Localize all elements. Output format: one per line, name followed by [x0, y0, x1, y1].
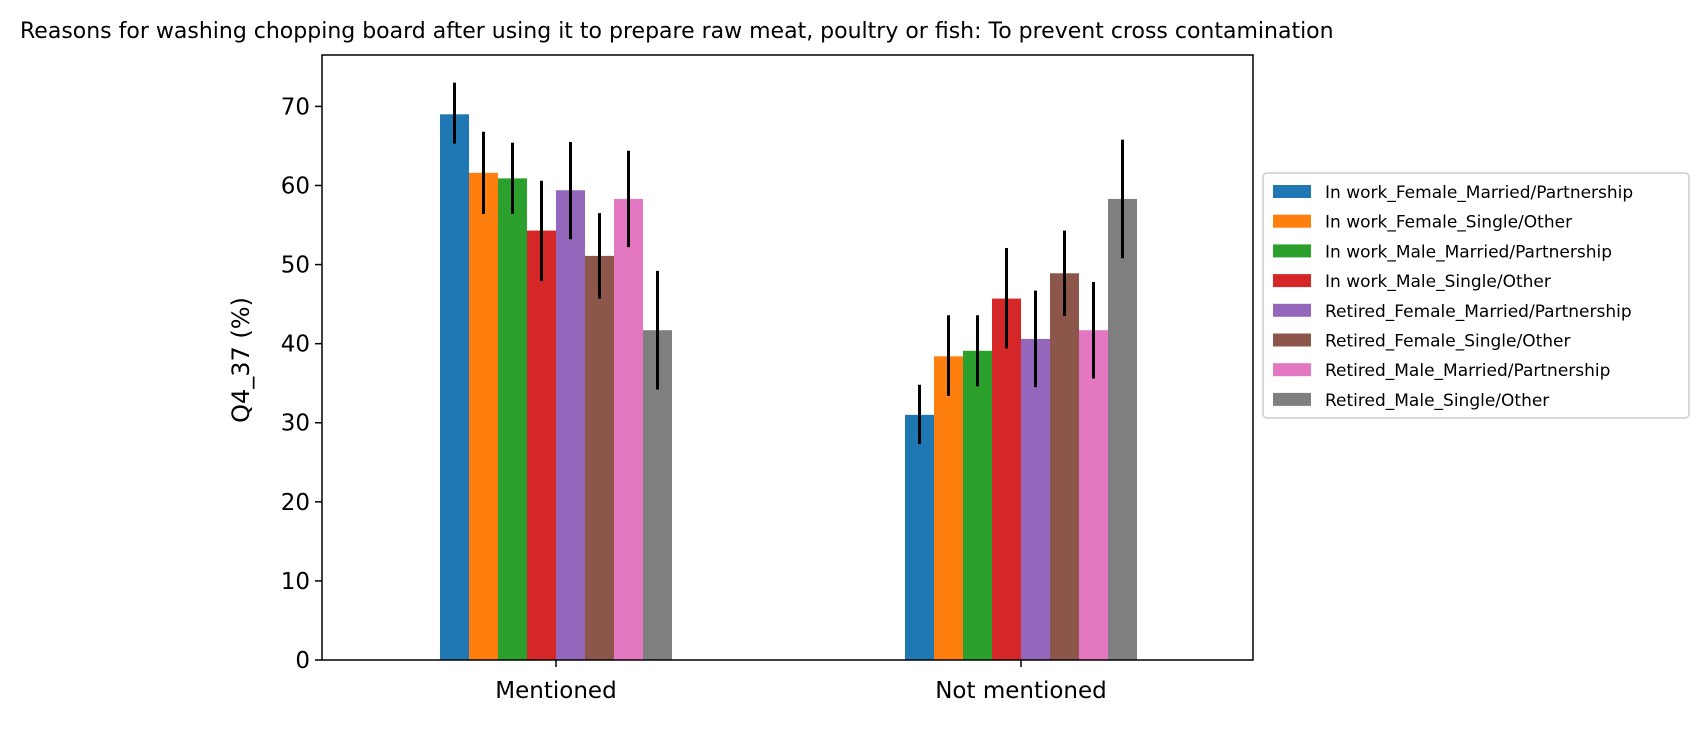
y-tick-label: 50	[281, 253, 310, 279]
legend-label: In work_Female_Married/Partnership	[1325, 183, 1633, 203]
bar	[1021, 338, 1050, 660]
y-tick-label: 10	[281, 569, 310, 595]
legend-swatch	[1273, 333, 1311, 347]
legend-swatch	[1273, 363, 1311, 377]
bar	[963, 350, 992, 660]
legend-label: In work_Female_Single/Other	[1325, 213, 1572, 233]
x-tick-label: Not mentioned	[935, 678, 1107, 704]
y-tick-label: 20	[281, 490, 310, 516]
legend-swatch	[1273, 214, 1311, 228]
bar	[1108, 198, 1137, 661]
bar	[934, 356, 963, 660]
legend-label: Retired_Female_Married/Partnership	[1325, 302, 1632, 322]
bar	[585, 255, 614, 660]
bar	[556, 190, 585, 660]
y-tick-label: 70	[281, 94, 310, 120]
bar	[1079, 330, 1108, 660]
x-tick-label: Mentioned	[495, 678, 616, 704]
bar	[1050, 273, 1079, 660]
bar	[905, 414, 934, 660]
plot-area: 0 10 20 30 40 50 60 70 Mentioned Not mentioned	[281, 54, 1254, 704]
legend-label: Retired_Female_Single/Other	[1325, 332, 1571, 352]
legend-swatch	[1273, 185, 1311, 198]
y-tick-label: 60	[281, 173, 310, 199]
bar	[992, 298, 1021, 660]
y-axis-label: Q4_37 (%)	[227, 297, 255, 423]
bar	[498, 178, 527, 660]
bar	[527, 230, 556, 660]
bar	[614, 198, 643, 661]
legend-label: In work_Male_Married/Partnership	[1325, 242, 1612, 262]
chart-title: Reasons for washing chopping board after…	[20, 19, 1334, 44]
bar	[469, 172, 498, 660]
y-tick-label: 40	[281, 332, 310, 358]
y-tick-label: 30	[281, 411, 310, 437]
legend-label: Retired_Male_Married/Partnership	[1325, 361, 1610, 381]
legend-swatch	[1273, 392, 1311, 406]
legend-swatch	[1273, 244, 1311, 258]
legend-label: In work_Male_Single/Other	[1325, 272, 1551, 292]
y-tick-label: 0	[295, 648, 310, 674]
legend-swatch	[1273, 274, 1311, 288]
bar	[440, 114, 469, 661]
legend-swatch	[1273, 303, 1311, 317]
legend-label: Retired_Male_Single/Other	[1325, 391, 1549, 411]
legend-box	[1262, 172, 1690, 419]
plot-frame	[321, 54, 1254, 661]
legend: In work_Female_Married/Partnership In wor…	[1262, 172, 1690, 419]
